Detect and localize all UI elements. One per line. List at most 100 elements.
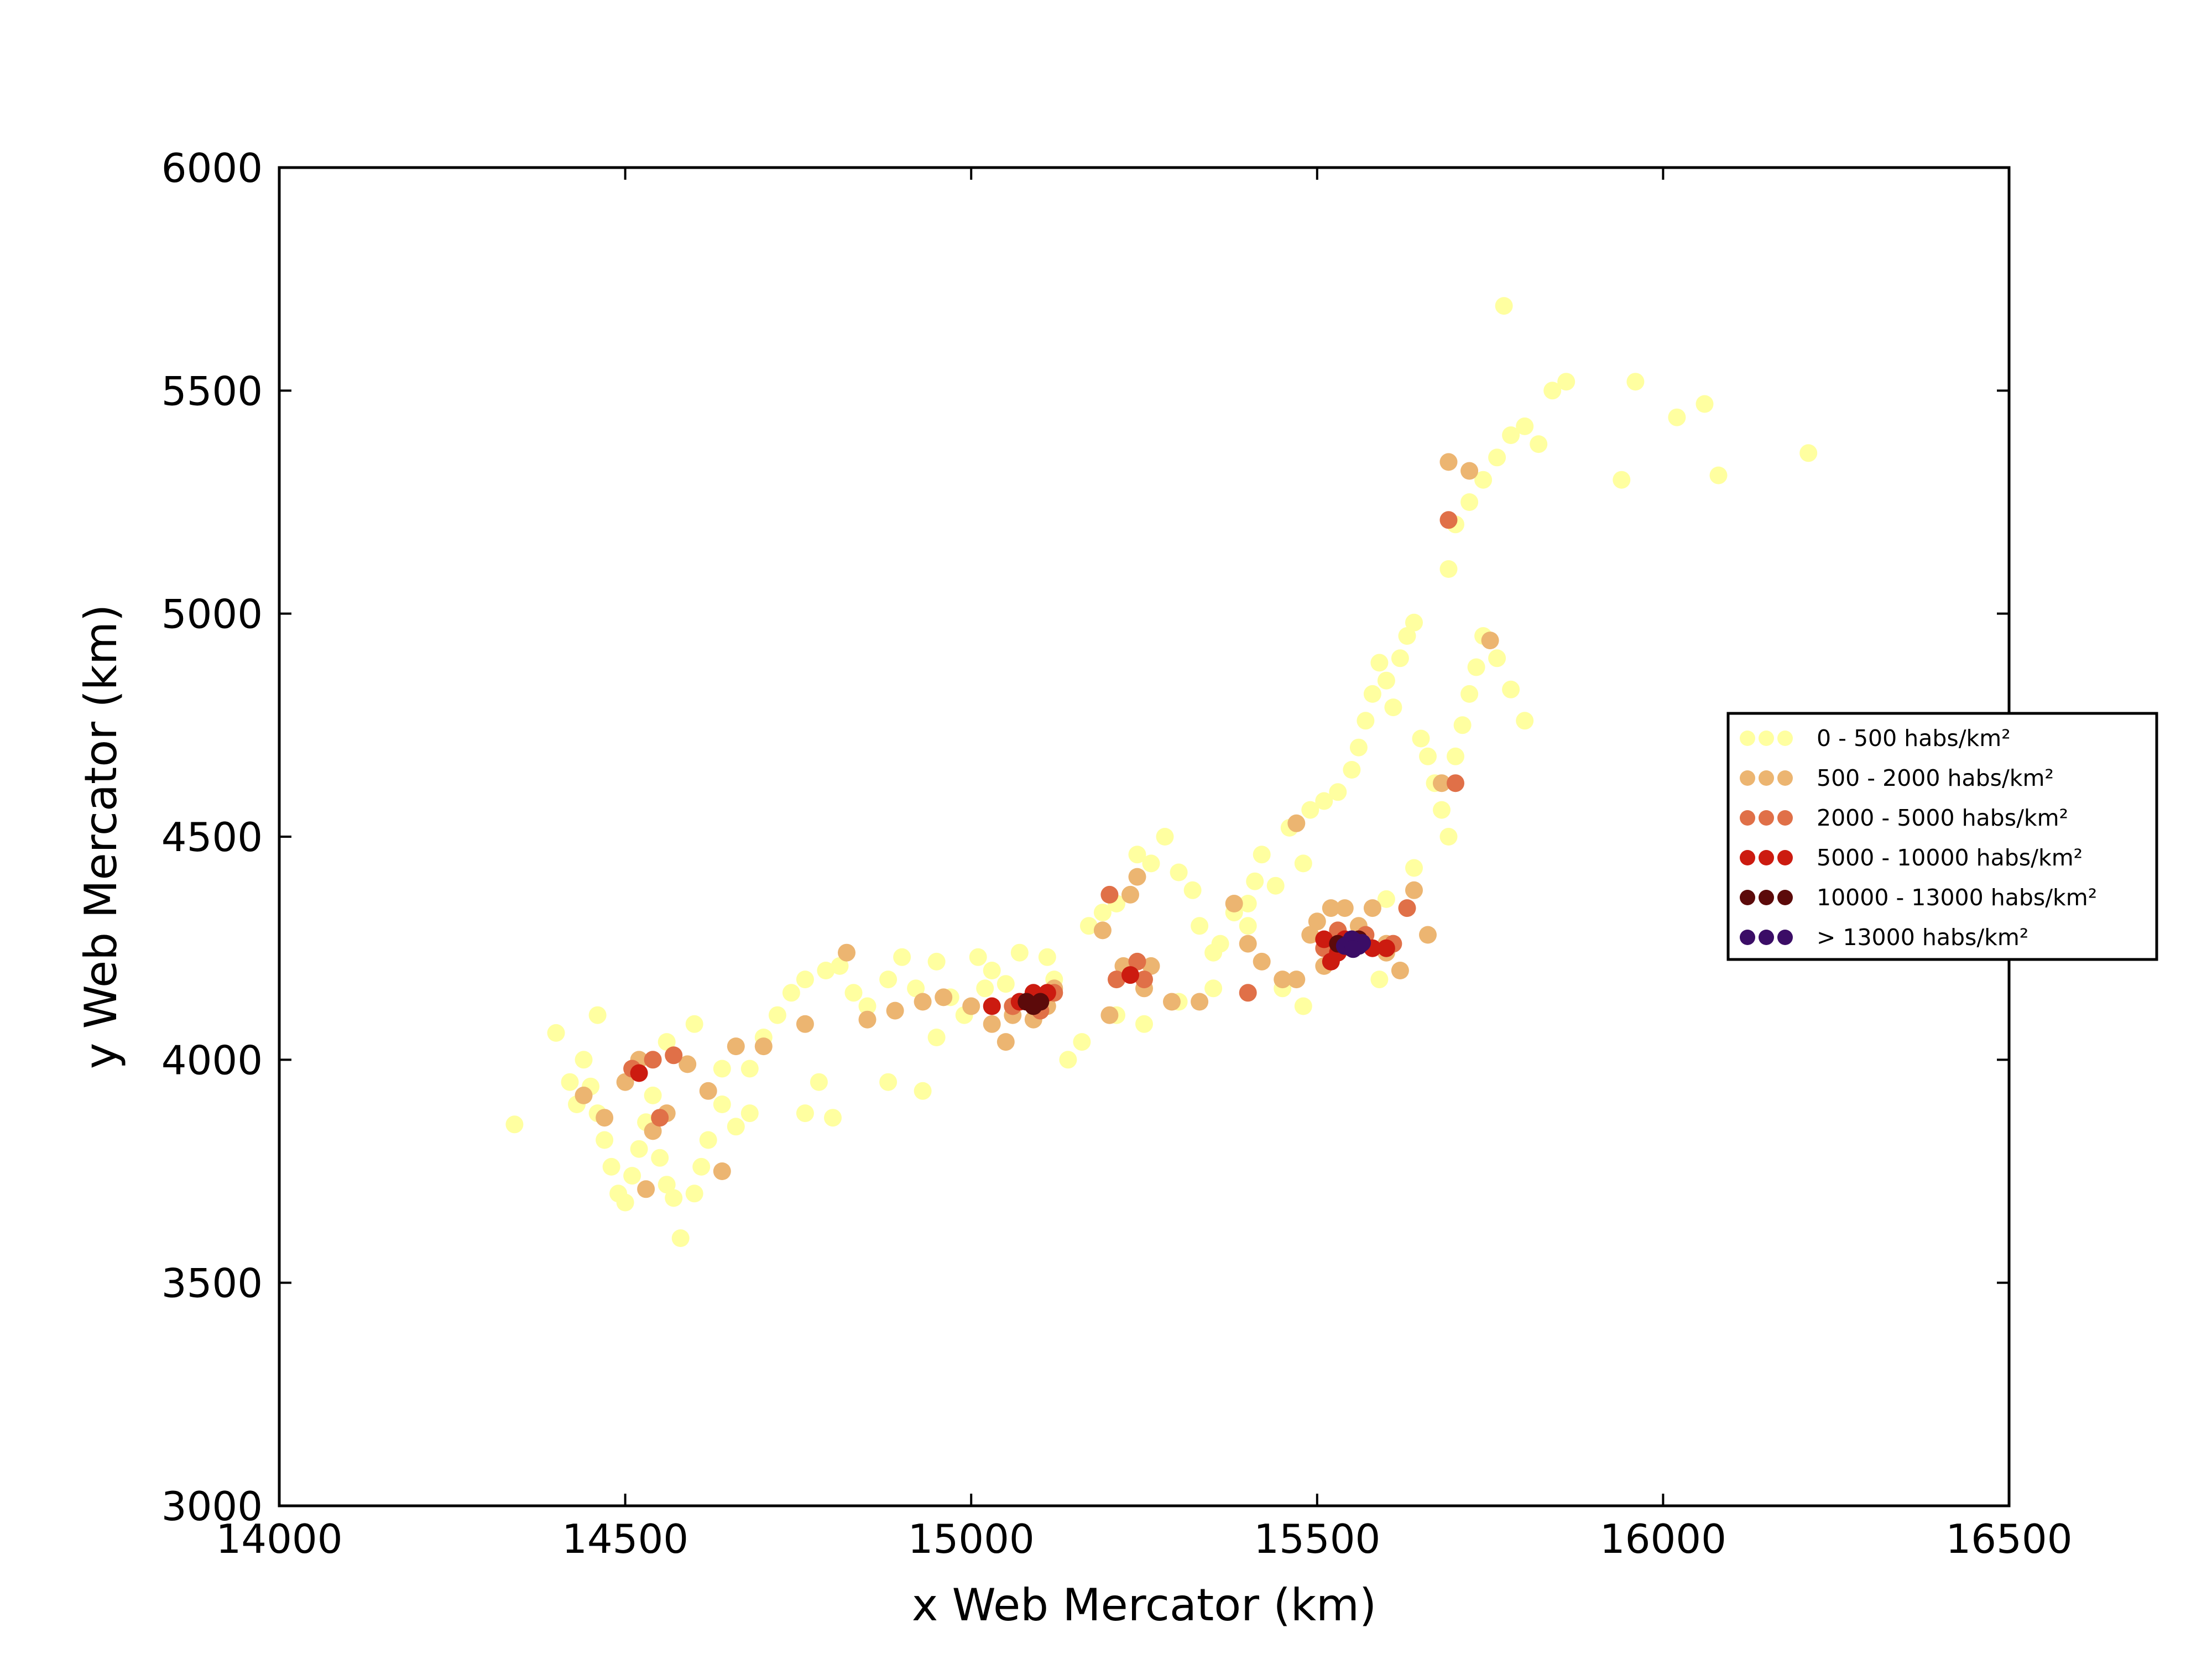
x-tick-label: 16000 <box>1600 1516 1726 1562</box>
data-point-series-0 <box>1211 935 1229 953</box>
data-point-series-1 <box>754 1037 773 1056</box>
data-point-series-0 <box>727 1118 745 1136</box>
data-point-series-0 <box>1391 649 1409 667</box>
data-point-series-1 <box>1239 935 1257 953</box>
data-point-series-1 <box>1460 462 1479 480</box>
data-point-series-0 <box>1142 854 1160 873</box>
data-point-series-1 <box>1481 632 1499 650</box>
data-point-series-1 <box>1335 899 1354 917</box>
data-point-series-1 <box>699 1082 717 1100</box>
data-point-series-1 <box>1128 868 1146 886</box>
legend: 0 - 500 habs/km² 500 - 2000 habs/km² 2000 … <box>1726 712 2158 961</box>
data-point-series-0 <box>1294 997 1312 1015</box>
data-point-series-0 <box>997 975 1015 993</box>
data-point-series-0 <box>796 971 814 989</box>
data-point-series-0 <box>1363 685 1381 703</box>
legend-marker-1 <box>1740 770 1755 786</box>
legend-marker-0 <box>1777 731 1793 746</box>
data-point-series-1 <box>997 1033 1015 1051</box>
data-point-series-0 <box>623 1167 641 1185</box>
data-point-series-0 <box>831 957 849 975</box>
data-point-series-0 <box>1398 627 1416 645</box>
data-point-series-1 <box>1287 814 1306 832</box>
data-point-series-0 <box>1530 435 1548 453</box>
data-point-series-0 <box>1439 828 1458 846</box>
data-point-series-0 <box>1294 854 1312 873</box>
data-point-series-0 <box>1038 948 1056 966</box>
data-point-series-3 <box>1377 939 1395 957</box>
data-point-series-0 <box>602 1157 620 1176</box>
legend-items: 0 - 500 habs/km² 500 - 2000 habs/km² 2000 … <box>1740 725 2097 951</box>
legend-marker-2 <box>1777 810 1793 826</box>
data-point-series-4 <box>1031 993 1050 1011</box>
data-point-series-0 <box>1502 426 1520 444</box>
data-point-series-1 <box>838 943 855 962</box>
data-point-series-0 <box>810 1073 828 1091</box>
data-point-series-0 <box>1433 801 1451 819</box>
data-point-series-0 <box>879 971 898 989</box>
data-point-series-1 <box>1308 912 1326 931</box>
data-point-series-0 <box>858 997 877 1015</box>
legend-marker-2 <box>1740 810 1755 826</box>
data-point-series-2 <box>665 1046 683 1065</box>
data-point-series-1 <box>1093 921 1112 940</box>
y-axis-label: y Web Mercator (km) <box>75 604 127 1069</box>
data-point-series-0 <box>1460 493 1479 511</box>
data-point-series-0 <box>692 1157 711 1176</box>
data-point-series-0 <box>1239 895 1257 912</box>
data-point-series-1 <box>1419 926 1437 944</box>
legend-marker-5 <box>1740 930 1755 945</box>
data-point-series-1 <box>644 1122 662 1140</box>
data-point-series-0 <box>1073 1033 1091 1051</box>
data-point-series-2 <box>1108 971 1125 989</box>
data-point-series-0 <box>1239 917 1257 935</box>
data-point-series-0 <box>983 962 1001 979</box>
data-point-series-0 <box>1405 613 1423 632</box>
y-tick-label: 4500 <box>161 814 263 860</box>
data-point-series-0 <box>588 1006 607 1024</box>
data-point-series-0 <box>1079 917 1098 935</box>
data-point-series-3 <box>630 1064 648 1082</box>
data-point-series-0 <box>1357 712 1375 730</box>
data-point-series-0 <box>1516 417 1534 435</box>
data-point-series-1 <box>637 1180 655 1198</box>
legend-label-5: > 13000 habs/km² <box>1817 924 2028 951</box>
data-point-series-0 <box>1315 792 1333 810</box>
data-point-series-0 <box>1059 1051 1077 1069</box>
data-point-series-0 <box>1709 466 1728 484</box>
x-axis-label: x Web Mercator (km) <box>912 1579 1376 1631</box>
data-point-series-0 <box>561 1073 579 1091</box>
data-point-series-2 <box>1100 885 1119 904</box>
data-point-series-1 <box>1142 957 1160 975</box>
y-tick-label: 5000 <box>161 591 263 638</box>
data-point-series-0 <box>914 1082 932 1100</box>
data-point-series-0 <box>1370 654 1389 672</box>
data-point-series-0 <box>1384 698 1402 717</box>
data-point-series-2 <box>1135 971 1153 989</box>
data-point-series-0 <box>685 1015 703 1033</box>
data-point-series-0 <box>740 1060 759 1078</box>
legend-marker-3 <box>1740 850 1755 865</box>
legend-label-2: 2000 - 5000 habs/km² <box>1817 805 2068 831</box>
x-tick-label: 15000 <box>908 1516 1035 1562</box>
data-point-series-0 <box>658 1176 676 1194</box>
x-tick-label: 14000 <box>216 1516 342 1562</box>
data-point-series-1 <box>679 1055 697 1073</box>
data-point-series-2 <box>644 1051 662 1069</box>
data-point-series-3 <box>1315 930 1333 948</box>
y-tick-label: 3500 <box>161 1260 263 1307</box>
data-point-series-0 <box>768 1006 786 1024</box>
data-point-series-0 <box>1343 761 1361 779</box>
data-point-series-1 <box>575 1086 593 1104</box>
data-point-series-0 <box>907 979 925 998</box>
data-point-series-0 <box>1799 444 1818 462</box>
legend-label-4: 10000 - 13000 habs/km² <box>1817 884 2097 911</box>
data-point-series-0 <box>1626 373 1645 391</box>
data-point-series-0 <box>1266 877 1285 895</box>
data-point-series-1 <box>1405 881 1423 899</box>
data-point-series-0 <box>596 1131 614 1149</box>
data-point-series-1 <box>962 997 980 1015</box>
data-point-series-0 <box>1467 658 1485 676</box>
data-point-series-1 <box>1322 899 1340 917</box>
